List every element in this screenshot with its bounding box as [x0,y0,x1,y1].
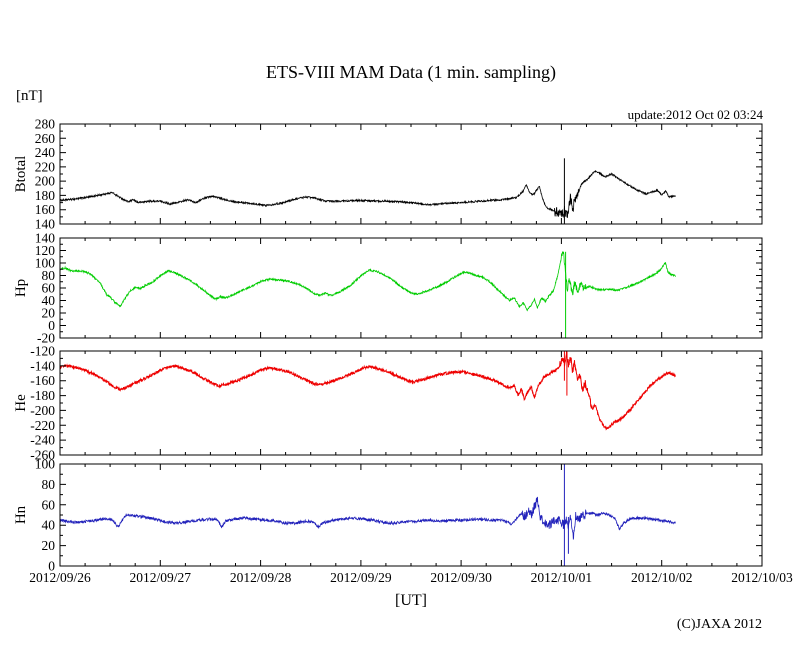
xtick-label: 2012/10/01 [531,570,593,585]
xtick-label: 2012/09/27 [130,570,192,585]
xtick-label: 2012/09/30 [430,570,492,585]
ytick-label-he: -240 [30,433,55,448]
ytick-label-he: -120 [30,344,55,359]
ytick-label-hn: 0 [48,559,55,574]
ytick-label-btotal: 260 [35,131,56,146]
ytick-label-he: -200 [30,403,55,418]
y-unit-label: [nT] [16,88,43,104]
ytick-label-hp: 100 [35,256,56,271]
ytick-label-he: -220 [30,418,55,433]
ytick-label-hn: 40 [42,518,56,533]
panel-ylabel-he: He [13,394,29,412]
series-group-hn [60,464,676,566]
xtick-label: 2012/09/28 [230,570,292,585]
ytick-label-hp: -20 [37,331,55,346]
ytick-label-btotal: 220 [35,159,56,174]
series-line-he [60,351,676,431]
ytick-label-hp: 80 [42,268,56,283]
panel-ticks-hn [59,463,763,567]
series-group-hp [60,251,676,338]
ytick-label-hn: 80 [42,477,56,492]
ytick-label-hp: 20 [42,306,56,321]
ytick-label-hn: 60 [42,497,56,512]
ytick-label-he: -140 [30,358,55,373]
ytick-label-he: -260 [30,448,55,463]
panel-ylabel-btotal: Btotal [13,156,29,193]
panel-ticks-btotal [59,123,763,225]
copyright-label: (C)JAXA 2012 [676,617,762,632]
xtick-label: 2012/10/02 [631,570,693,585]
xtick-label: 2012/09/26 [29,570,91,585]
xtick-label: 2012/10/03 [731,570,793,585]
ytick-label-hp: 60 [42,281,56,296]
series-line-btotal [60,169,676,219]
ytick-label-he: -160 [30,373,55,388]
ytick-label-hn: 100 [35,457,56,472]
ytick-label-hp: 40 [42,293,56,308]
ytick-label-btotal: 280 [35,117,56,132]
ytick-label-he: -180 [30,388,55,403]
ytick-label-hn: 20 [42,538,56,553]
series-line-hp [60,251,676,312]
series-group-btotal [60,158,676,224]
ytick-label-hp: 140 [35,231,56,246]
chart-title: ETS-VIII MAM Data (1 min. sampling) [266,62,556,82]
ytick-label-hp: 0 [48,318,55,333]
update-timestamp: update:2012 Oct 02 03:24 [627,107,763,122]
ytick-label-btotal: 160 [35,202,56,217]
panel-ylabel-hp: Hp [13,279,29,297]
panel-ylabel-hn: Hn [13,505,29,524]
x-axis-label: [UT] [395,592,427,609]
panel-ticks-he [59,350,763,456]
ytick-label-btotal: 240 [35,145,56,160]
ytick-label-btotal: 180 [35,188,56,203]
ytick-label-btotal: 200 [35,174,56,189]
series-line-hn [60,496,676,540]
ytick-label-btotal: 140 [35,217,56,232]
series-group-he [60,351,676,431]
ytick-label-hp: 120 [35,243,56,258]
panel-ticks-hp [59,237,763,339]
xtick-label: 2012/09/29 [330,570,392,585]
